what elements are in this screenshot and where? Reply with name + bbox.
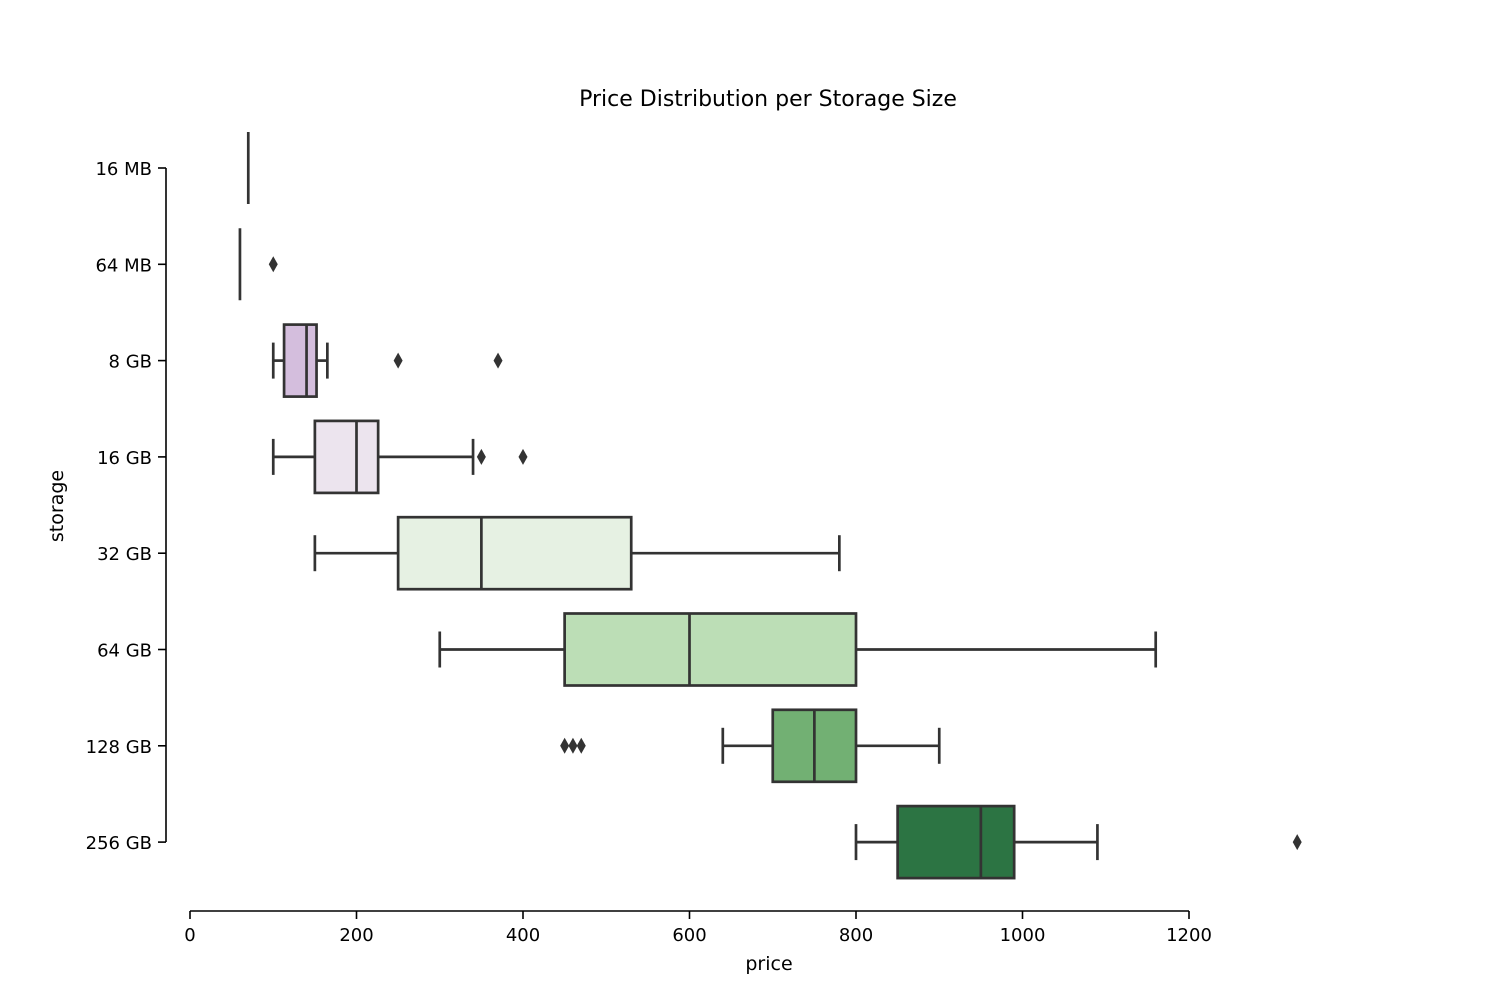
y-tick-label: 128 GB bbox=[86, 737, 152, 758]
box-iqr bbox=[396, 515, 633, 591]
box-group bbox=[238, 228, 278, 301]
x-axis-ticks: 0 200 400 600 800 1000 1200 bbox=[184, 911, 1212, 946]
y-tick-label: 32 GB bbox=[97, 544, 152, 565]
x-tick-label: 200 bbox=[339, 925, 373, 946]
box-series bbox=[238, 132, 1302, 880]
y-tick-label: 256 GB bbox=[86, 833, 152, 854]
outlier-point bbox=[393, 352, 403, 369]
box-iqr bbox=[896, 804, 1016, 880]
x-tick-label: 400 bbox=[506, 925, 540, 946]
outlier-point bbox=[576, 737, 586, 754]
outlier-point bbox=[1292, 834, 1302, 851]
x-tick-label: 0 bbox=[184, 925, 195, 946]
outlier-point bbox=[568, 737, 578, 754]
box-group bbox=[560, 708, 941, 784]
x-tick-label: 800 bbox=[839, 925, 873, 946]
box-group bbox=[438, 612, 1158, 687]
x-tick-label: 600 bbox=[672, 925, 706, 946]
x-axis-label: price bbox=[745, 953, 792, 975]
outlier-point bbox=[493, 352, 503, 369]
x-tick-label: 1200 bbox=[1166, 925, 1212, 946]
box-iqr bbox=[313, 419, 380, 495]
box-group bbox=[271, 323, 503, 398]
box-group bbox=[854, 804, 1302, 880]
box-iqr bbox=[563, 612, 858, 687]
outlier-point bbox=[518, 448, 528, 465]
y-tick-label: 16 MB bbox=[95, 159, 152, 180]
y-tick-label: 64 GB bbox=[97, 641, 152, 662]
chart-title: Price Distribution per Storage Size bbox=[579, 87, 957, 112]
box-iqr bbox=[282, 323, 318, 398]
box-group bbox=[313, 515, 841, 591]
y-tick-label: 64 MB bbox=[95, 255, 152, 276]
outlier-point bbox=[476, 448, 486, 465]
y-axis-label: storage bbox=[46, 470, 68, 542]
y-axis-ticks: 16 MB 64 MB 8 GB 16 GB 32 GB 64 GB 128 GB 256 G… bbox=[86, 159, 166, 854]
y-tick-label: 16 GB bbox=[97, 448, 152, 469]
outlier-point bbox=[268, 256, 278, 273]
outlier-point bbox=[560, 737, 570, 754]
box-group bbox=[271, 419, 528, 495]
y-tick-label: 8 GB bbox=[109, 352, 152, 373]
x-tick-label: 1000 bbox=[1000, 925, 1046, 946]
